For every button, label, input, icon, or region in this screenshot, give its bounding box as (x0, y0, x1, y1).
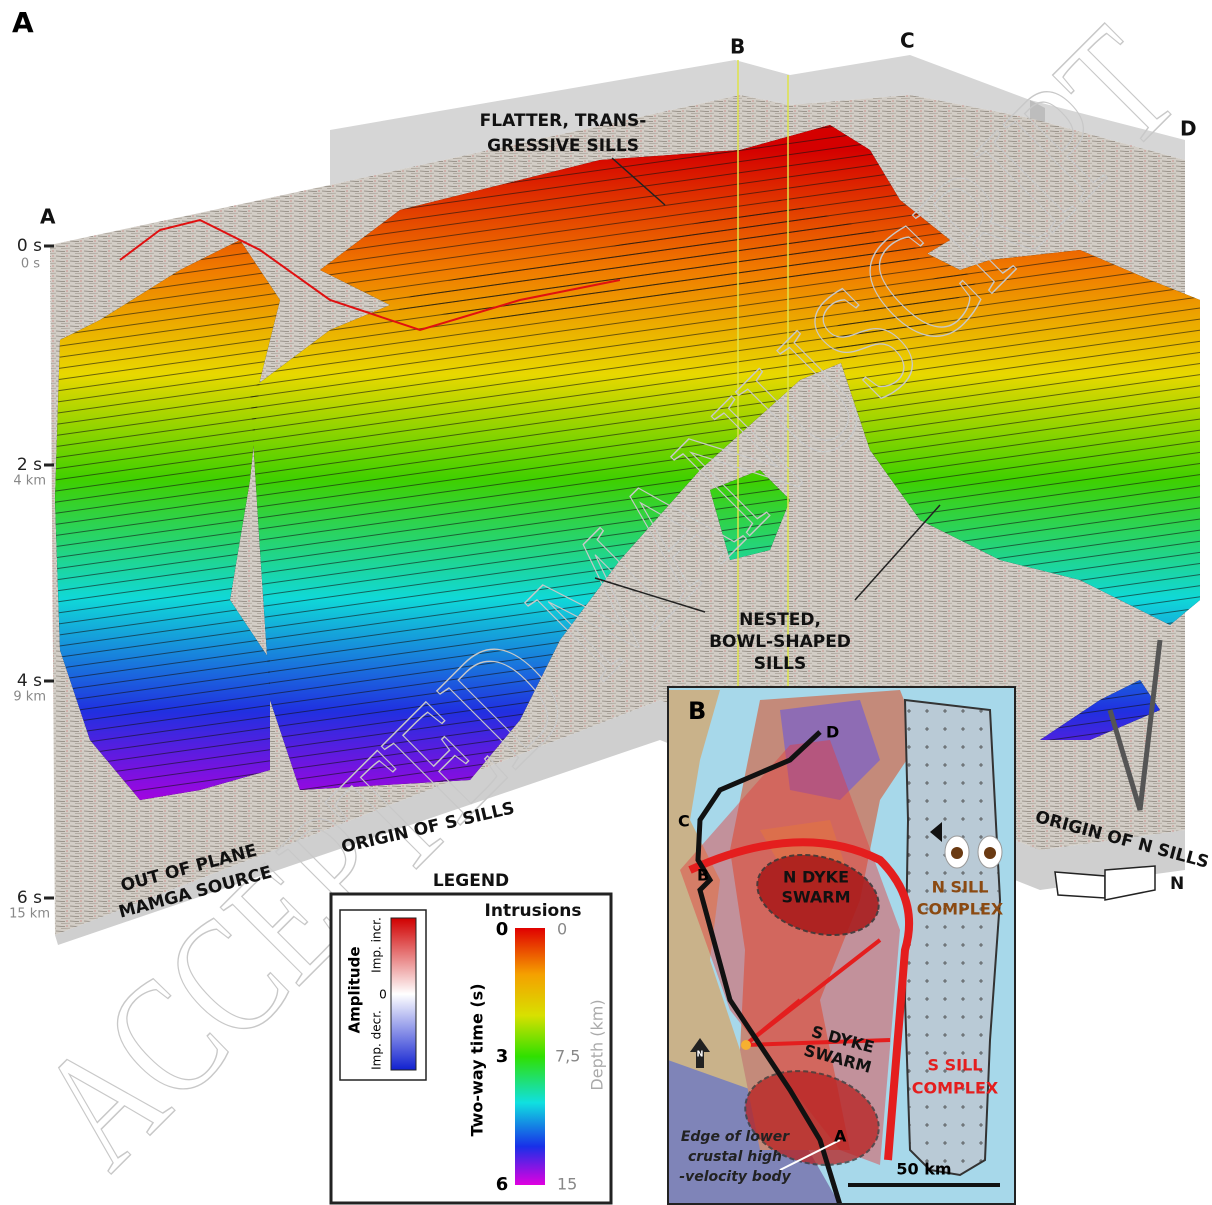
figure: ACCEPTED MANUSCRIPT A A B C D 0 s 0 s 2 … (0, 0, 1212, 1205)
map-label: N DYKE (783, 868, 849, 887)
annotation: FLATTER, TRANS- (480, 111, 647, 131)
map-note: -velocity body (679, 1169, 791, 1185)
shape (905, 700, 1000, 1175)
depth-axis-label: Depth (km) (588, 999, 607, 1090)
shape (984, 847, 996, 859)
amplitude-title: Amplitude (346, 946, 364, 1033)
panel-label: B (688, 697, 706, 725)
scale-label: 50 km (896, 1160, 951, 1179)
corner-label: A (40, 205, 56, 229)
time-label: 0 s (17, 236, 42, 256)
shape (1055, 872, 1105, 898)
map-label: N SILL (932, 878, 989, 897)
map-note: Edge of lower (681, 1129, 790, 1145)
time-label: 6 s (17, 888, 42, 908)
annotation: SILLS (754, 654, 806, 674)
corner-label: B (730, 35, 745, 59)
annotation: NESTED, (739, 610, 821, 630)
time-tick: 6 (496, 1174, 509, 1195)
shape (741, 1040, 751, 1050)
north-label: N (697, 1050, 704, 1059)
amplitude-top: Imp. incr. (370, 917, 384, 973)
shape (391, 918, 416, 1070)
intrusions-title: Intrusions (485, 901, 582, 921)
time-label: 2 s (17, 455, 42, 475)
map-point: B (697, 866, 709, 885)
map-label: COMPLEX (912, 1079, 999, 1098)
time-tick: 0 (496, 919, 509, 940)
time-label: 4 s (17, 671, 42, 691)
depth-tick: 0 (557, 920, 567, 939)
map-label: COMPLEX (917, 900, 1004, 919)
legend-title: LEGEND (433, 871, 509, 891)
shape (951, 847, 963, 859)
amplitude-bottom: Imp. decr. (370, 1010, 384, 1070)
depth-label: 15 km (9, 907, 50, 922)
map-label: SWARM (781, 888, 850, 907)
amplitude-zero: 0 (379, 988, 387, 1002)
map-note: crustal high (688, 1149, 782, 1165)
panel-label: A (12, 6, 34, 39)
map-point: C (678, 812, 690, 831)
depth-tick: 7,5 (555, 1047, 580, 1066)
depth-label: 4 km (13, 474, 46, 489)
depth-label: 0 s (21, 257, 40, 272)
map-point: D (826, 723, 839, 742)
map-point: A (834, 1127, 847, 1146)
shape (515, 928, 545, 1185)
depth-label: 9 km (13, 690, 46, 705)
annotation: GRESSIVE SILLS (487, 136, 639, 156)
shape (1105, 866, 1155, 900)
depth-tick: 15 (557, 1175, 577, 1194)
time-axis: 0 s 0 s 2 s 4 km 4 s 9 km 6 s 15 km (9, 236, 54, 922)
time-tick: 3 (496, 1046, 509, 1067)
time-axis-label: Two-way time (s) (468, 983, 487, 1136)
map-label: S SILL (928, 1056, 983, 1075)
corner-label: C (900, 29, 915, 53)
north-label: N (1170, 874, 1184, 894)
corner-label: D (1180, 117, 1197, 141)
annotation: BOWL-SHAPED (709, 632, 851, 652)
